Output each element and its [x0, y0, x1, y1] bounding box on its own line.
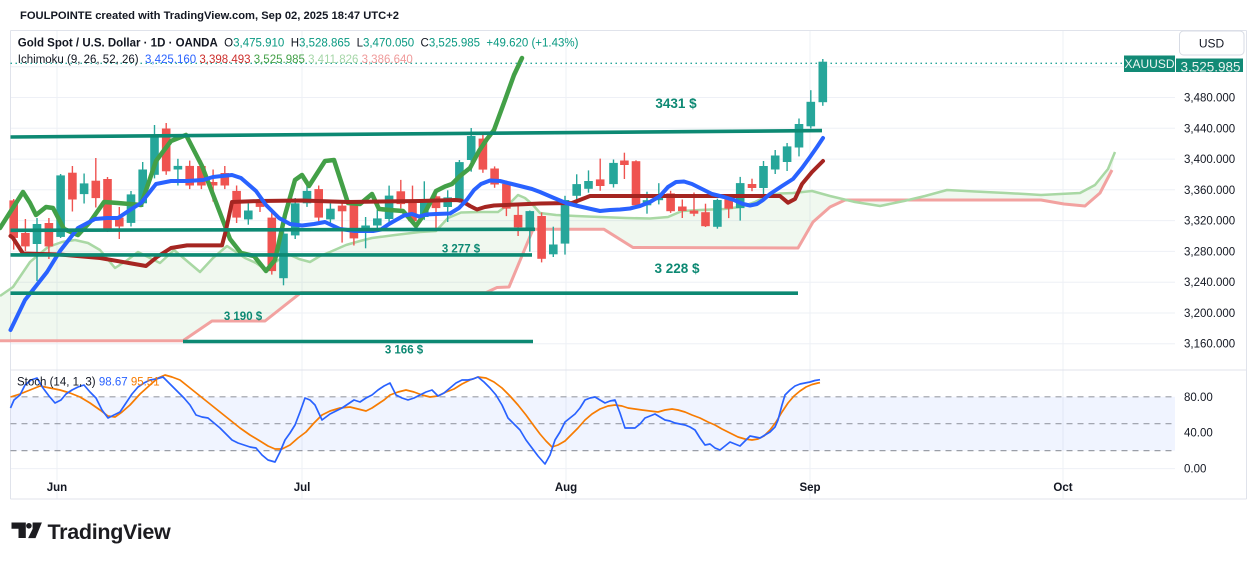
svg-text:3,200.000: 3,200.000	[1184, 308, 1235, 320]
svg-text:0.00: 0.00	[1184, 464, 1206, 476]
svg-text:3,400.000: 3,400.000	[1184, 154, 1235, 166]
svg-text:Aug: Aug	[555, 482, 577, 494]
svg-text:Gold Spot / U.S. Dollar · 1D ·: Gold Spot / U.S. Dollar · 1D · OANDA O3,…	[18, 38, 579, 50]
svg-text:3,440.000: 3,440.000	[1184, 123, 1235, 135]
svg-text:USD: USD	[1199, 37, 1225, 51]
svg-text:40.00: 40.00	[1184, 428, 1213, 440]
svg-text:Jun: Jun	[47, 482, 67, 494]
svg-text:Ichimoku (9, 26, 52, 26) 3,42: Ichimoku (9, 26, 52, 26) 3,425.160 3,398…	[18, 54, 413, 66]
svg-text:FOULPOINTE created with Tradin: FOULPOINTE created with TradingView.com,…	[20, 10, 399, 22]
svg-text:3 228 $: 3 228 $	[654, 261, 700, 276]
svg-text:3,320.000: 3,320.000	[1184, 216, 1235, 228]
svg-text:3,240.000: 3,240.000	[1184, 277, 1235, 289]
svg-text:3 166 $: 3 166 $	[385, 345, 424, 357]
svg-text:3,160.000: 3,160.000	[1184, 339, 1235, 351]
svg-text:Sep: Sep	[799, 482, 820, 494]
svg-text:3,280.000: 3,280.000	[1184, 246, 1235, 258]
svg-text:TradingView: TradingView	[48, 520, 172, 544]
svg-text:3 190 $: 3 190 $	[224, 311, 263, 323]
svg-text:3 277 $: 3 277 $	[442, 244, 481, 256]
svg-text:XAUUSD: XAUUSD	[1124, 57, 1174, 71]
svg-text:3,480.000: 3,480.000	[1184, 93, 1235, 105]
svg-text:3431 $: 3431 $	[655, 96, 697, 111]
svg-text:Oct: Oct	[1053, 482, 1072, 494]
svg-text:80.00: 80.00	[1184, 392, 1213, 404]
svg-text:Stoch (14, 1, 3) 98.67 95.51: Stoch (14, 1, 3) 98.67 95.51	[17, 377, 160, 389]
svg-text:3,525.985: 3,525.985	[1180, 59, 1240, 74]
svg-text:3,360.000: 3,360.000	[1184, 185, 1235, 197]
svg-text:Jul: Jul	[294, 482, 311, 494]
